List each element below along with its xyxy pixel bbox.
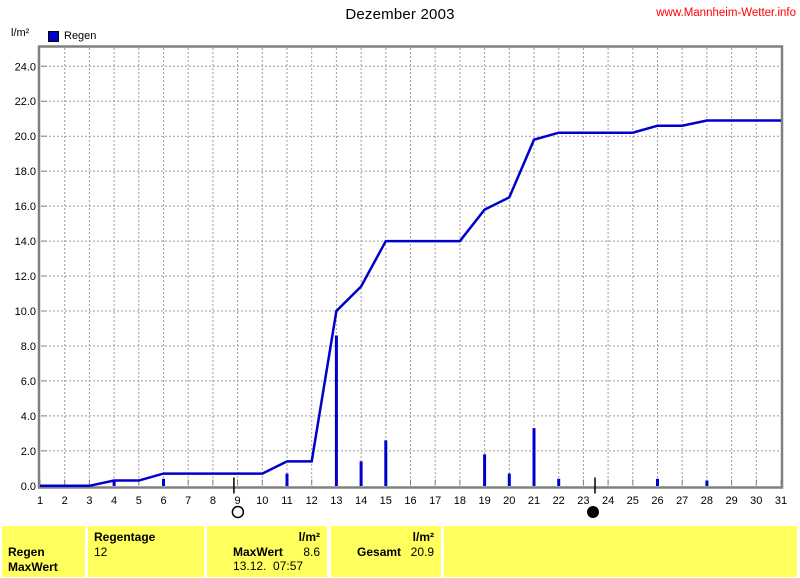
x-axis-label: 22	[553, 495, 565, 507]
x-axis-label: 31	[775, 495, 787, 507]
legend-label: Regen	[64, 30, 97, 42]
x-axis-label: 9	[235, 495, 241, 507]
regentage-header: Regentage	[94, 530, 156, 544]
y-axis-label: 16.0	[15, 201, 36, 213]
legend-color-swatch	[48, 30, 59, 42]
maxwert-unit: l/m²	[298, 530, 320, 544]
table-cell-empty	[444, 526, 797, 577]
x-axis-label: 19	[478, 495, 490, 507]
y-axis-label: 22.0	[15, 96, 36, 108]
x-axis-label: 7	[185, 495, 191, 507]
x-axis-label: 18	[454, 495, 466, 507]
x-axis-label: 21	[528, 495, 540, 507]
gesamt-header: Gesamt	[357, 544, 402, 559]
row-label-regen: Regen	[8, 545, 45, 559]
y-axis-label: 18.0	[15, 166, 36, 178]
x-axis-label: 24	[602, 495, 614, 507]
y-axis-label: 20.0	[15, 131, 36, 143]
x-axis-label: 5	[136, 495, 142, 507]
table-cell-gesamt: Gesamt l/m² 20.9	[331, 526, 441, 577]
y-axis-label: 0.0	[21, 481, 36, 493]
y-axis-label: 6.0	[21, 376, 36, 388]
row-label-maxwert: MaxWert	[8, 559, 58, 574]
summary-table: Regen MaxWert Regentage 12 MaxWert l/m² …	[0, 524, 800, 578]
x-axis-label: 2	[62, 495, 68, 507]
x-axis-label: 26	[651, 495, 663, 507]
gesamt-unit: l/m²	[412, 530, 434, 544]
gesamt-value: 20.9	[410, 544, 434, 559]
x-axis-label: 27	[676, 495, 688, 507]
maxwert-datetime: 13.12. 07:57	[233, 559, 304, 573]
x-axis-label: 6	[160, 495, 166, 507]
y-axis-label: 24.0	[15, 61, 36, 73]
x-axis-label: 20	[503, 495, 515, 507]
y-axis-label: 12.0	[15, 271, 36, 283]
x-axis-label: 10	[256, 495, 268, 507]
full-moon-icon	[231, 505, 245, 519]
maxwert-value: 8.6	[303, 544, 320, 559]
y-axis-unit-label: l/m²	[11, 27, 30, 39]
x-axis-label: 12	[306, 495, 318, 507]
x-axis-label: 30	[750, 495, 762, 507]
legend: Regen	[48, 30, 96, 42]
x-axis-label: 3	[86, 495, 92, 507]
y-axis-label: 10.0	[15, 306, 36, 318]
x-axis-label: 29	[725, 495, 737, 507]
x-axis-label: 11	[281, 495, 292, 507]
chart-svg: 1 2 3 4 5 6 7 8 9 10 11 12 13 14 15 16 17 18 19 20 21 22 23 24 2…	[15, 45, 787, 519]
x-axis-label: 25	[627, 495, 639, 507]
table-row-labels: Regen MaxWert	[2, 526, 85, 577]
x-axis-label: 8	[210, 495, 216, 507]
x-axis-label: 16	[404, 495, 416, 507]
website-link[interactable]: www.Mannheim-Wetter.info	[656, 7, 796, 19]
x-axis-label: 13	[330, 495, 342, 507]
x-axis-label: 1	[37, 495, 43, 507]
y-axis-label: 14.0	[15, 236, 36, 248]
page-title: Dezember 2003	[345, 6, 455, 23]
rain-chart: 1 2 3 4 5 6 7 8 9 10 11 12 13 14 15 16 17 18 19 20 21 22 23 24 2…	[15, 45, 787, 519]
new-moon-icon	[587, 506, 600, 518]
x-axis-label: 17	[429, 495, 441, 507]
y-axis-label: 8.0	[21, 341, 36, 353]
x-axis-label: 23	[577, 495, 589, 507]
cumulative-rain-line	[40, 119, 781, 488]
table-cell-regentage: Regentage 12	[88, 526, 204, 577]
x-axis-label: 14	[355, 495, 367, 507]
x-axis-label: 28	[701, 495, 713, 507]
x-axis-label: 4	[111, 495, 117, 507]
maxwert-header: MaxWert	[233, 544, 283, 559]
table-cell-maxwert: MaxWert l/m² 13.12. 07:57 8.6	[207, 526, 327, 577]
plot-border	[37, 45, 784, 489]
regentage-value: 12	[94, 544, 108, 559]
y-axis-label: 4.0	[21, 411, 36, 423]
x-axis-label: 15	[380, 495, 392, 507]
y-axis-label: 2.0	[21, 446, 36, 458]
